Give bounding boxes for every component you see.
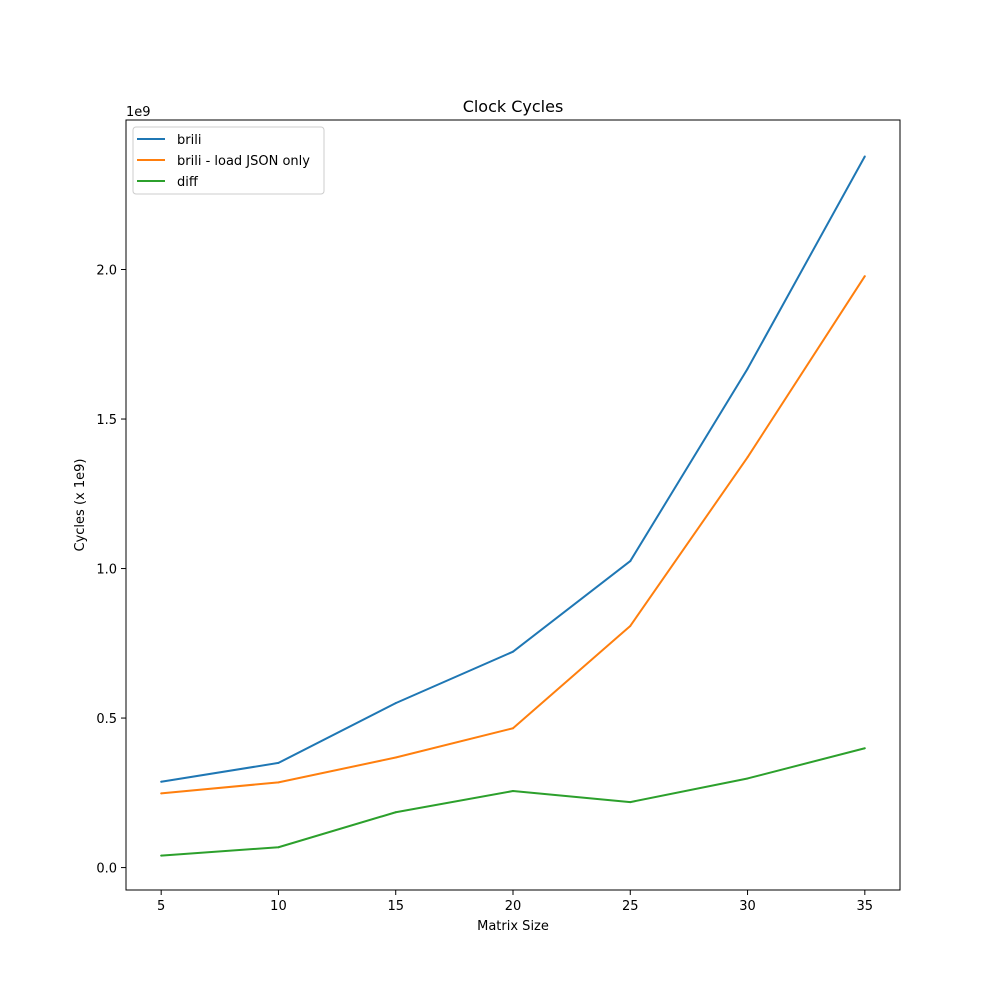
chart-title: Clock Cycles <box>463 97 564 116</box>
plot-area <box>126 120 900 890</box>
data-point-0-1 <box>277 761 280 764</box>
data-point-0-0 <box>160 780 163 783</box>
y-tick-label: 1.5 <box>96 413 117 428</box>
x-tick-label: 20 <box>505 899 522 914</box>
y-tick-label: 1.0 <box>96 563 117 578</box>
data-point-2-6 <box>863 747 866 750</box>
data-point-2-2 <box>394 811 397 814</box>
data-point-2-1 <box>277 846 280 849</box>
data-point-1-6 <box>863 275 866 278</box>
plot-frame <box>125 119 901 891</box>
data-point-2-4 <box>629 801 632 804</box>
series-lines <box>160 155 866 857</box>
data-point-2-3 <box>512 790 514 793</box>
data-point-0-6 <box>863 155 866 158</box>
y-offset-label: 1e9 <box>126 105 151 120</box>
x-tick-label: 15 <box>387 899 404 914</box>
data-point-0-5 <box>746 367 749 370</box>
data-point-0-2 <box>394 702 397 705</box>
x-tick-label: 10 <box>270 899 287 914</box>
y-tick-label: 0.0 <box>96 862 117 877</box>
data-point-1-3 <box>512 727 514 730</box>
data-point-1-2 <box>394 756 397 759</box>
y-tick-label: 0.5 <box>96 712 117 727</box>
legend-label-1: brili - load JSON only <box>177 154 310 169</box>
y-tick-label: 2.0 <box>96 264 117 279</box>
y-axis-label: Cycles (x 1e9) <box>73 459 88 552</box>
data-point-1-1 <box>277 781 280 784</box>
data-point-0-3 <box>512 650 514 653</box>
data-point-1-4 <box>629 624 632 627</box>
y-axis-ticks: 0.0 0.5 1.0 1.5 2.0 <box>96 264 126 877</box>
x-axis-ticks: 5 10 15 20 25 30 35 <box>157 890 873 914</box>
x-tick-label: 30 <box>739 899 756 914</box>
legend-label-2: diff <box>177 175 199 190</box>
data-point-2-5 <box>746 777 749 780</box>
legend-entries: brili brili - load JSON only diff <box>137 133 310 190</box>
data-point-1-0 <box>160 792 163 795</box>
x-tick-label: 35 <box>857 899 874 914</box>
data-point-0-4 <box>629 560 632 563</box>
data-point-2-0 <box>160 854 163 857</box>
x-axis-label: Matrix Size <box>477 919 549 934</box>
data-point-1-5 <box>746 456 749 459</box>
legend: brili brili - load JSON only diff <box>132 126 325 195</box>
x-tick-label: 25 <box>622 899 639 914</box>
legend-box <box>132 126 325 195</box>
x-tick-label: 5 <box>157 899 165 914</box>
legend-label-0: brili <box>177 133 201 148</box>
